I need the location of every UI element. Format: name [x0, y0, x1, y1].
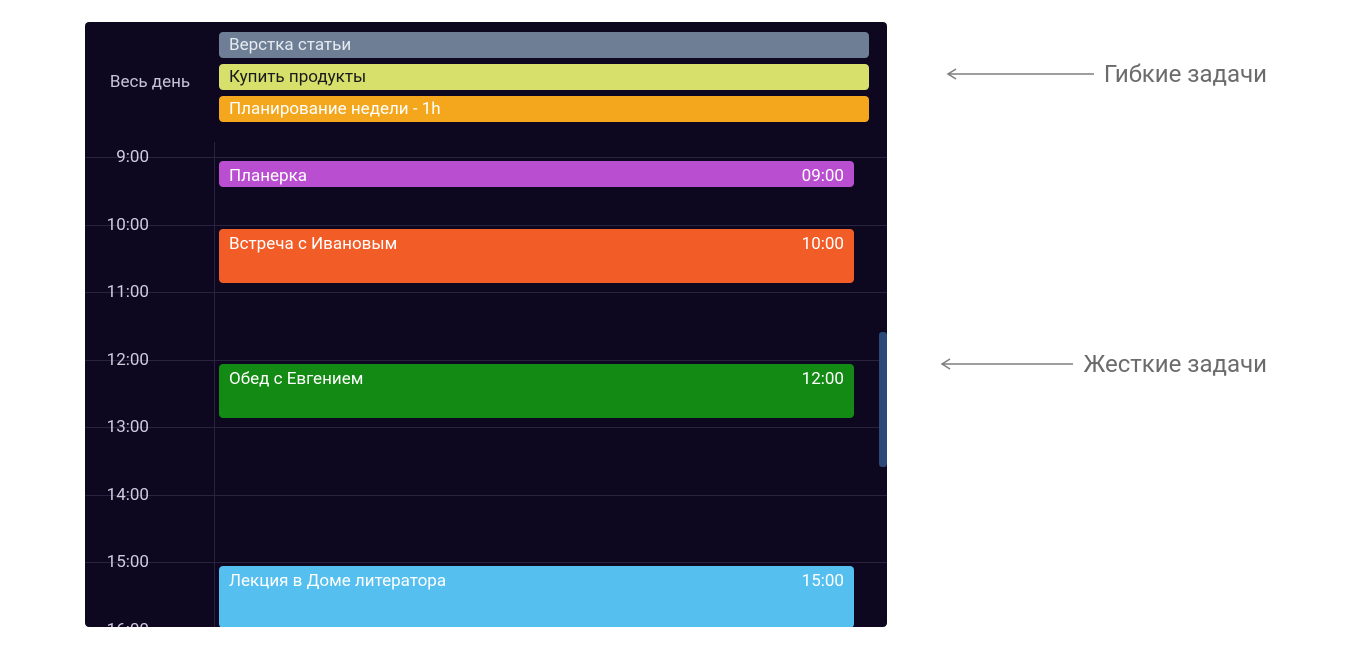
hour-line — [85, 495, 887, 496]
hour-line — [85, 157, 887, 158]
event-time: 09:00 — [802, 166, 844, 186]
allday-row: Весь день Верстка статьи Купить продукты… — [85, 22, 887, 142]
event-title: Обед с Евгением — [229, 369, 363, 389]
annotation-text: Жесткие задачи — [1083, 350, 1267, 378]
timed-event[interactable]: Обед с Евгением 12:00 — [219, 364, 854, 419]
hour-line — [85, 562, 887, 563]
event-time: 15:00 — [802, 571, 844, 591]
hour-line — [85, 360, 887, 361]
allday-events: Верстка статьи Купить продукты Планирова… — [219, 32, 869, 122]
hour-line — [85, 427, 887, 428]
allday-event[interactable]: Верстка статьи — [219, 32, 869, 58]
calendar-dayview: Весь день Верстка статьи Купить продукты… — [85, 22, 887, 627]
allday-label: Весь день — [85, 22, 215, 142]
annotation-hard: Жесткие задачи — [907, 350, 1267, 378]
hour-label: 15:00 — [85, 552, 155, 572]
timed-event[interactable]: Лекция в Доме литератора 15:00 — [219, 566, 854, 627]
timed-event[interactable]: Встреча с Ивановым 10:00 — [219, 229, 854, 284]
hour-line — [85, 292, 887, 293]
hour-label: 13:00 — [85, 417, 155, 437]
arrow-left-icon — [938, 357, 1073, 371]
event-time: 10:00 — [802, 234, 844, 254]
allday-event[interactable]: Купить продукты — [219, 64, 869, 90]
annotation-flex: Гибкие задачи — [907, 60, 1267, 88]
annotation-text: Гибкие задачи — [1104, 60, 1267, 88]
event-title: Встреча с Ивановым — [229, 234, 397, 254]
allday-event[interactable]: Планирование недели - 1h — [219, 96, 869, 122]
hour-line — [85, 225, 887, 226]
hour-label: 16:00 — [85, 620, 155, 628]
grid-vline — [214, 142, 215, 627]
hour-label: 11:00 — [85, 282, 155, 302]
event-title: Планерка — [229, 166, 307, 186]
arrow-left-icon — [944, 67, 1094, 81]
event-time: 12:00 — [802, 369, 844, 389]
hour-label: 9:00 — [85, 147, 155, 167]
hour-label: 10:00 — [85, 215, 155, 235]
stage: Весь день Верстка статьи Купить продукты… — [0, 0, 1352, 647]
scrollbar-thumb[interactable] — [879, 332, 887, 467]
timed-event[interactable]: Планерка 09:00 — [219, 161, 854, 187]
hour-label: 12:00 — [85, 350, 155, 370]
event-title: Лекция в Доме литератора — [229, 571, 446, 591]
time-grid: 9:0010:0011:0012:0013:0014:0015:0016:00 … — [85, 142, 887, 627]
hour-label: 14:00 — [85, 485, 155, 505]
